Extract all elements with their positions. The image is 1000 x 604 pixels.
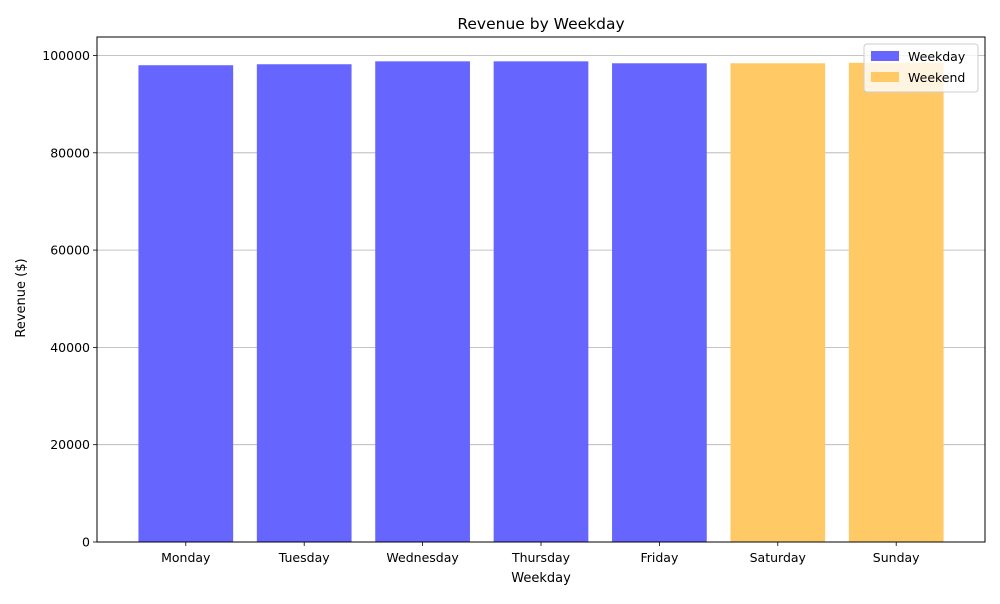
x-tick-label: Saturday [750, 550, 807, 565]
x-tick-label: Tuesday [278, 550, 330, 565]
legend-label-weekday: Weekday [908, 49, 966, 64]
x-tick-label: Wednesday [386, 550, 459, 565]
x-tick-label: Thursday [511, 550, 571, 565]
bar-saturday [730, 63, 826, 543]
x-tick-label: Sunday [873, 550, 920, 565]
x-tick-label: Monday [161, 550, 211, 565]
x-axis-label: Weekday [511, 571, 571, 586]
legend-swatch-weekend [871, 72, 899, 82]
y-tick-label: 100000 [42, 48, 90, 63]
bars [138, 61, 944, 543]
y-tick-label: 40000 [50, 340, 90, 355]
chart-title: Revenue by Weekday [457, 15, 624, 33]
y-tick-label: 80000 [50, 145, 90, 160]
bar-tuesday [256, 64, 352, 543]
bar-thursday [493, 61, 589, 543]
legend-swatch-weekday [871, 51, 899, 61]
bar-wednesday [375, 61, 470, 543]
y-tick-label: 60000 [50, 243, 90, 258]
x-tick-label: Friday [640, 550, 678, 565]
legend: Weekday Weekend [863, 43, 979, 93]
ticks: 0 20000 40000 60000 80000 100000 Monday Tuesday… [42, 48, 920, 565]
bar-monday [138, 65, 234, 543]
y-tick-label: 20000 [50, 437, 90, 452]
y-axis-label: Revenue ($) [14, 258, 29, 337]
bar-friday [612, 63, 707, 543]
y-tick-label: 0 [82, 535, 90, 550]
bar-sunday [848, 62, 944, 543]
legend-label-weekend: Weekend [908, 70, 965, 85]
